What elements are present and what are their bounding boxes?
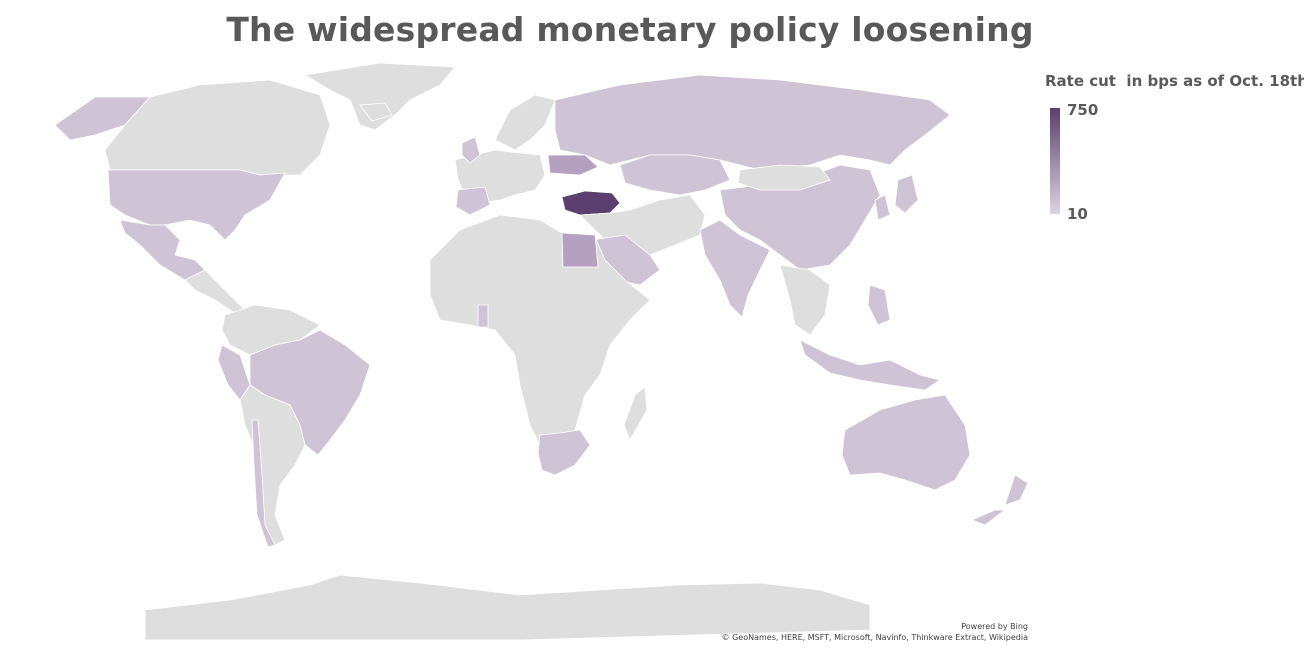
united-states-region bbox=[107, 169, 286, 241]
map-attribution: Powered by Bing © GeoNames, HERE, MSFT, … bbox=[722, 621, 1028, 643]
africa-region bbox=[429, 214, 651, 456]
madagascar-region bbox=[623, 386, 648, 441]
legend-min-label: 10 bbox=[1067, 205, 1088, 223]
iberia-region bbox=[455, 186, 491, 216]
chile-region bbox=[251, 419, 276, 548]
canada-region bbox=[104, 79, 331, 176]
india-region bbox=[699, 219, 771, 318]
legend-color-scale bbox=[1050, 108, 1060, 214]
sources-text: © GeoNames, HERE, MSFT, Microsoft, Navin… bbox=[721, 633, 1028, 642]
southeast-asia-region bbox=[779, 264, 831, 336]
turkey-region bbox=[561, 190, 621, 216]
east-asia-islands-region bbox=[874, 174, 919, 221]
indonesia-region bbox=[799, 339, 941, 391]
central-asia-region bbox=[619, 154, 731, 196]
map-title: The widespread monetary policy loosening bbox=[226, 10, 1034, 49]
egypt-region bbox=[561, 232, 599, 268]
australia-region bbox=[841, 394, 971, 491]
ukraine-region bbox=[547, 154, 599, 176]
iceland-region bbox=[359, 102, 393, 122]
russia-region bbox=[554, 74, 951, 171]
mongolia-region bbox=[737, 164, 831, 191]
philippines-region bbox=[867, 284, 891, 326]
greenland-region bbox=[303, 62, 456, 131]
united-kingdom-region bbox=[461, 136, 481, 164]
mexico-region bbox=[119, 219, 206, 281]
legend-max-label: 750 bbox=[1067, 101, 1099, 119]
ghana-region bbox=[477, 304, 489, 328]
new-zealand-region bbox=[970, 474, 1029, 526]
legend-title: Rate cut in bps as of Oct. 18th bbox=[1045, 72, 1304, 90]
world-map bbox=[54, 62, 1029, 641]
antarctica-region bbox=[144, 574, 871, 641]
powered-by-text: Powered by Bing bbox=[961, 622, 1028, 631]
south-africa-region bbox=[537, 429, 591, 476]
central-america-region bbox=[184, 269, 246, 314]
scandinavia-region bbox=[494, 94, 556, 151]
